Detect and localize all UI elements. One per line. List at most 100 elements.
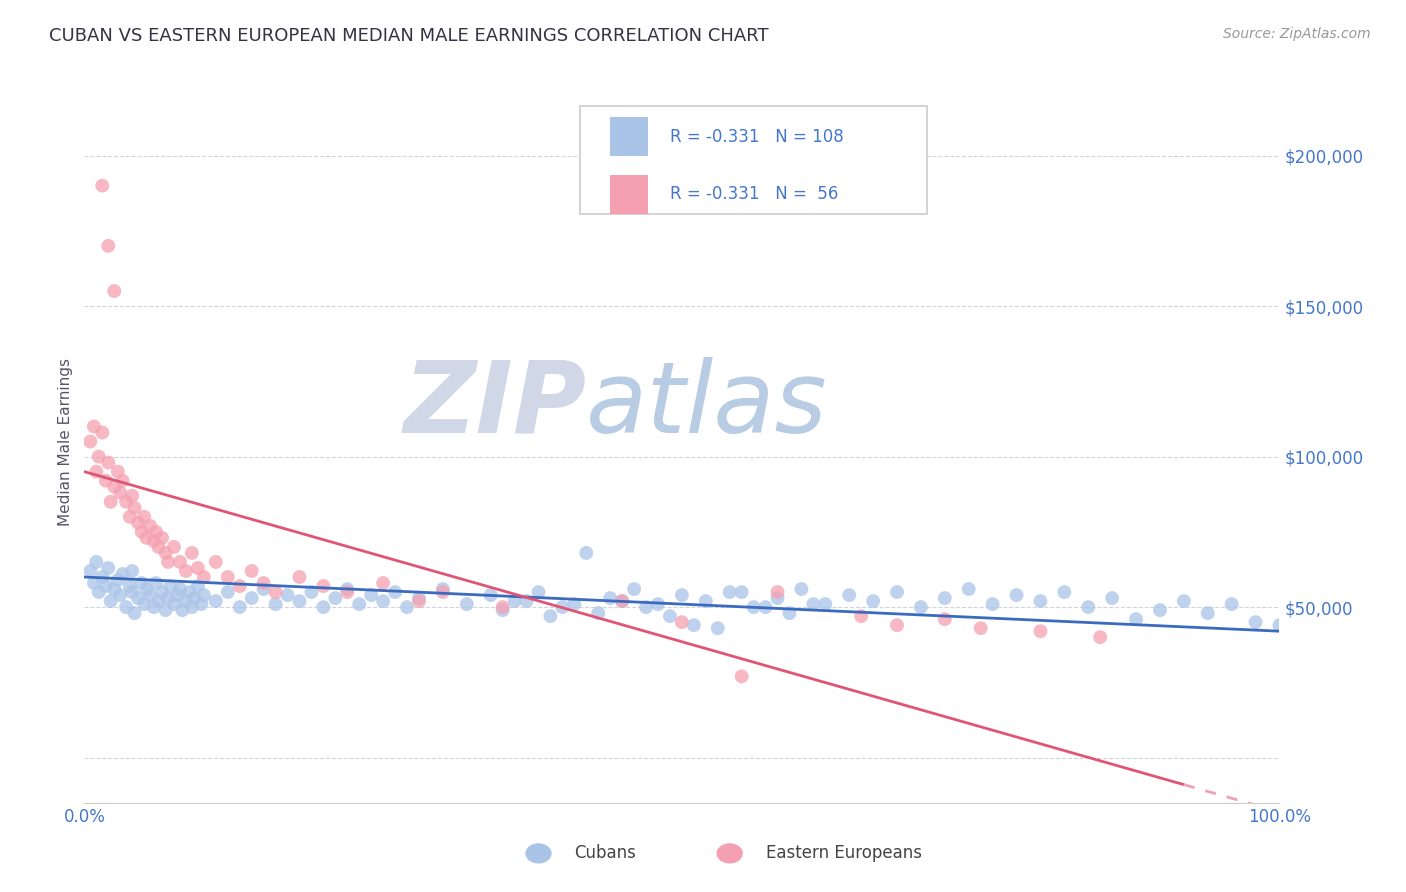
Text: CUBAN VS EASTERN EUROPEAN MEDIAN MALE EARNINGS CORRELATION CHART: CUBAN VS EASTERN EUROPEAN MEDIAN MALE EA… (49, 27, 769, 45)
Point (384, 585, 406, 599)
Point (135, 582, 157, 596)
Point (695, 594, 717, 608)
Point (131, 524, 153, 539)
Point (253, 582, 276, 596)
Point (111, 474, 134, 488)
FancyBboxPatch shape (610, 175, 648, 214)
Point (325, 591, 347, 606)
Point (588, 606, 610, 620)
Point (87, 585, 110, 599)
Point (135, 531, 157, 545)
Point (779, 606, 801, 620)
Point (110, 588, 132, 602)
Point (174, 594, 197, 608)
Point (492, 600, 515, 615)
Point (277, 588, 299, 602)
Point (91, 570, 114, 584)
Point (163, 540, 186, 554)
Point (1197, 606, 1219, 620)
Point (86, 555, 108, 569)
Point (564, 597, 586, 611)
Point (174, 564, 197, 578)
Point (159, 579, 181, 593)
Point (707, 621, 730, 635)
Point (1220, 597, 1243, 611)
Point (575, 546, 598, 560)
Point (599, 591, 621, 606)
Point (166, 588, 188, 602)
Point (103, 480, 125, 494)
Point (623, 582, 645, 596)
Point (1173, 594, 1195, 608)
Point (148, 540, 170, 554)
Point (731, 585, 754, 599)
Point (111, 567, 134, 582)
Point (145, 576, 167, 591)
Point (118, 509, 141, 524)
Point (636, 600, 658, 615)
Text: ZIP: ZIP (404, 357, 586, 454)
Point (312, 579, 335, 593)
Point (838, 588, 860, 602)
Point (612, 594, 634, 608)
Point (107, 465, 129, 479)
Point (1077, 600, 1099, 615)
Point (124, 606, 146, 620)
Text: Source: ZipAtlas.com: Source: ZipAtlas.com (1223, 27, 1371, 41)
Point (97, 239, 120, 253)
Point (432, 585, 454, 599)
Point (1029, 594, 1052, 608)
Ellipse shape (526, 843, 551, 863)
Point (94, 474, 117, 488)
Point (671, 588, 693, 602)
Point (755, 600, 778, 615)
Point (360, 588, 382, 602)
Point (1244, 615, 1267, 630)
Point (229, 579, 252, 593)
Point (659, 609, 682, 624)
Point (83, 419, 105, 434)
Point (970, 621, 993, 635)
Point (131, 576, 153, 591)
Point (1268, 618, 1291, 632)
Point (94, 579, 117, 593)
Point (115, 494, 138, 508)
FancyBboxPatch shape (581, 105, 927, 214)
Point (91, 178, 114, 193)
Point (408, 594, 430, 608)
Point (396, 600, 419, 615)
Point (862, 594, 884, 608)
Point (803, 597, 825, 611)
Point (142, 533, 165, 548)
Point (503, 594, 526, 608)
Point (183, 591, 205, 606)
Point (981, 597, 1004, 611)
Point (145, 524, 167, 539)
Point (264, 585, 287, 599)
Point (886, 585, 908, 599)
Point (83, 576, 105, 591)
Point (142, 600, 165, 615)
Point (79, 434, 101, 449)
Point (288, 594, 311, 608)
Point (103, 582, 125, 596)
Point (97, 561, 120, 575)
Point (107, 573, 129, 587)
Point (479, 588, 502, 602)
Point (456, 597, 478, 611)
Point (516, 594, 538, 608)
Point (683, 618, 706, 632)
Point (671, 615, 693, 630)
Y-axis label: Median Male Earnings: Median Male Earnings (58, 358, 73, 525)
Point (121, 489, 143, 503)
Point (551, 600, 574, 615)
Point (790, 582, 813, 596)
Point (851, 609, 873, 624)
Point (132, 509, 156, 524)
Point (127, 516, 149, 530)
Point (432, 582, 454, 596)
Point (336, 585, 359, 599)
Point (190, 597, 212, 611)
Point (97, 456, 120, 470)
Point (373, 594, 395, 608)
